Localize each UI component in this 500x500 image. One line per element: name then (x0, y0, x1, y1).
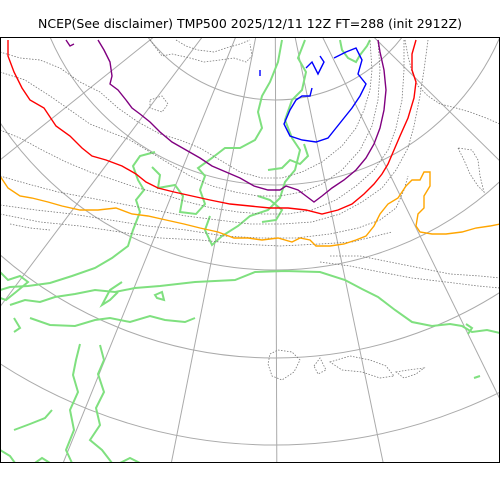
coastlines (0, 39, 500, 463)
graticule-latitudes (0, 37, 500, 446)
meridian (62, 37, 237, 463)
isotherm-purple (65, 39, 387, 203)
coastline-greenland (339, 39, 371, 64)
meridian (373, 37, 500, 162)
isotherm-line (0, 210, 51, 240)
meridian (274, 37, 278, 463)
coastline-pacific-south (29, 314, 196, 328)
coastline-bermuda-area (465, 323, 481, 379)
isotherm-line (404, 39, 500, 125)
isotherm-line (0, 39, 429, 225)
coastline-alaska (0, 271, 30, 333)
latitude-circle (49, 37, 500, 186)
isotherm-orange (0, 171, 500, 247)
coastline-west-coast (99, 281, 123, 308)
isotherm-line (0, 213, 393, 247)
meridian (170, 37, 257, 463)
isotherm-blue (259, 47, 367, 143)
coastline-mexico-south (0, 409, 141, 463)
latitude-circle (0, 254, 500, 359)
coastline-canada-interior (151, 39, 283, 216)
meridian (321, 37, 500, 401)
isotherm-line (330, 255, 500, 279)
isotherms-gray (0, 39, 500, 381)
meridian (0, 37, 203, 308)
isotherm-line (267, 349, 301, 381)
coastline-arctic-islands (257, 143, 310, 223)
coastline-north-america (0, 151, 500, 334)
isotherm-line (395, 367, 426, 379)
isotherm-line (0, 175, 409, 239)
isotherm-line (175, 39, 251, 53)
latitude-circle (0, 121, 500, 271)
latitude-circle (0, 362, 500, 446)
isotherm-line (313, 357, 327, 375)
isotherm-line (0, 39, 373, 179)
isotherm-line (329, 355, 395, 379)
isotherm-line (149, 39, 253, 63)
coastline-baja (64, 343, 113, 463)
coastline-island-small (153, 290, 166, 302)
figure-title: NCEP(See disclaimer) TMP500 2025/12/11 1… (38, 16, 462, 31)
isotherm-line (0, 40, 405, 215)
meridian (294, 37, 384, 463)
isotherm-line (457, 147, 485, 194)
latitude-circle (147, 37, 403, 101)
isotherm-red (7, 39, 417, 215)
isotherm-line (319, 261, 500, 289)
coastline-hudson-bay (203, 39, 308, 247)
meridian (0, 37, 155, 161)
isotherm-line (149, 95, 169, 113)
